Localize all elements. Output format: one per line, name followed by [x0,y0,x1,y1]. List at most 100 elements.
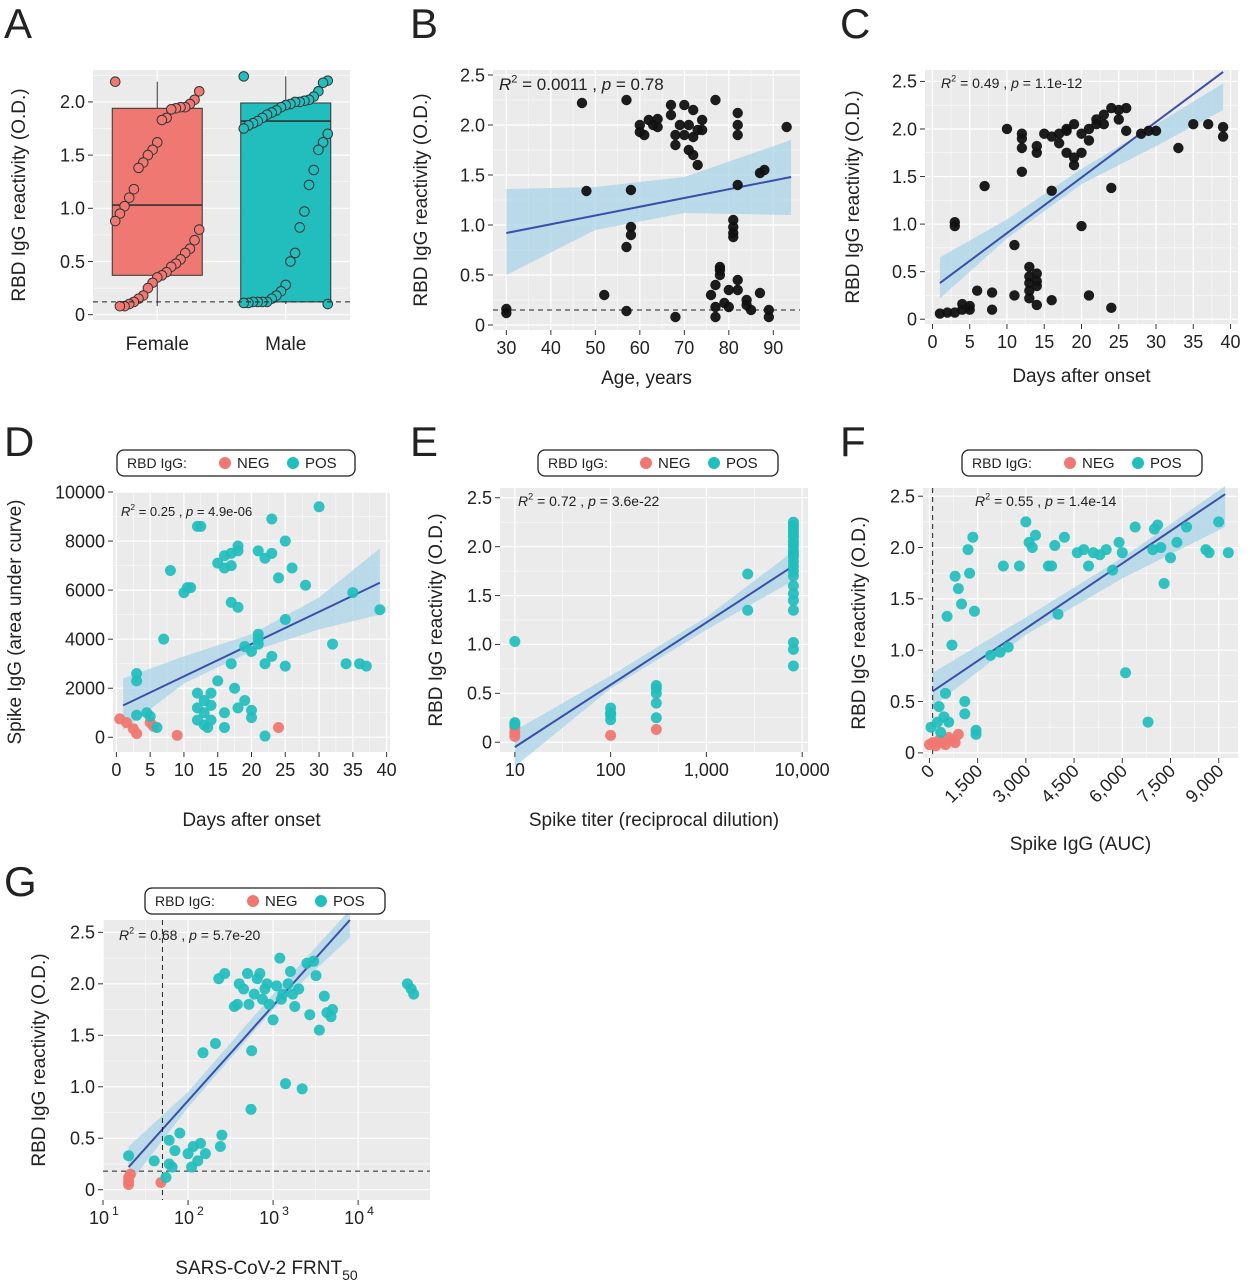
x-tick-label: 20 [1071,332,1091,352]
legend-title: RBD IgG: [548,455,608,471]
data-point-neg [509,730,521,742]
r2-superscript: 2 [130,502,135,512]
data-point [971,285,983,296]
data-point-pos [267,1014,279,1026]
data-point [949,217,961,228]
data-point-pos [246,712,257,724]
r2-symbol: R [121,504,130,519]
data-point-pos [277,988,289,1000]
data-point-pos [318,990,330,1002]
y-tick-label: 2.0 [60,92,85,112]
x-tick-label: 15 [208,760,228,780]
legend: RBD IgG: NEG POS [116,449,356,477]
data-point [1061,125,1072,137]
panel-G: GR2 = 0.68 , p = 5.7e-2000.51.01.52.02.5… [4,858,430,1280]
data-point-pos [970,724,982,736]
p-value: = 5.7e-20 [197,927,261,943]
data-point-pos [327,638,339,650]
data-point-pos [742,604,754,616]
confidence-band [506,140,792,275]
data-point-pos [313,501,325,513]
data-point [942,307,953,318]
y-axis-label: RBD IgG reactivity (O.D.) [849,516,870,729]
box-point [109,76,121,88]
box-point [123,192,135,203]
p-symbol: p [601,75,611,94]
y-tick-label: 0 [905,743,915,763]
x-tick-label: 10 [89,1208,109,1228]
x-tick-label: 10 [259,1208,279,1228]
data-point [1098,109,1110,120]
box-point [322,128,334,140]
data-point-pos [313,1024,325,1036]
y-tick-label: 1.5 [60,145,85,165]
legend-pos-swatch [287,457,299,469]
data-point-pos [1113,536,1125,548]
data-point-pos [166,1161,178,1173]
confidence-band [123,548,380,730]
legend-title: RBD IgG: [972,455,1032,471]
data-point [1083,135,1095,146]
p-symbol: p [188,927,197,943]
y-tick-label: 1.0 [60,199,85,219]
data-point [781,121,792,133]
data-point [710,279,721,291]
legend-neg-swatch [247,895,259,907]
data-point-pos [252,638,264,650]
data-point [754,287,766,299]
x-tick-label: 9,000 [1182,761,1228,807]
data-point [670,139,681,151]
data-point [665,99,677,111]
x-tick-label: 100 [596,760,626,780]
x-tick-label: 10 [174,760,194,780]
data-point-pos [144,710,156,722]
data-point-pos [1213,516,1225,528]
data-point-pos [650,712,662,724]
panel-label: C [840,0,870,47]
data-point-pos [280,1078,292,1090]
data-point-pos [266,650,278,662]
data-point [665,109,677,121]
data-point-pos [296,1083,308,1095]
data-point-pos [1083,560,1095,572]
x-tick-label: 10,000 [775,760,830,780]
data-point [1024,293,1035,304]
y-tick-label: 0 [475,315,485,335]
data-point-pos [1116,547,1128,559]
x-tick-label: 40 [541,338,561,358]
y-tick-label: 2.0 [467,537,492,557]
confidence-band [128,909,350,1185]
r2-value: = 0.72 , [533,493,588,509]
data-point-pos [1052,608,1064,620]
data-point-pos [238,983,250,995]
y-tick-label: 2000 [65,679,105,699]
box-point [317,77,329,89]
legend-title: RBD IgG: [155,893,215,909]
data-point-pos [248,988,260,1000]
data-point [732,119,743,131]
data-point-pos [340,658,352,670]
data-point-pos [246,645,257,657]
box-point [193,224,205,235]
box-point [133,162,144,174]
data-point-pos [1046,560,1058,572]
legend-neg-swatch [219,457,231,469]
panel-label: A [4,0,32,47]
x-axis-label: Age, years [601,368,692,389]
stat-annotation: R2 = 0.55 , p = 1.4e-14 [975,492,1117,509]
y-tick-label: 2.5 [460,65,485,85]
data-point-pos [197,1047,209,1059]
p-value: = 0.78 [611,75,663,94]
box-point [285,256,296,267]
panel-background [103,920,430,1200]
data-point [728,231,739,243]
data-point-pos [787,516,799,528]
y-tick-label: 1.5 [70,1026,95,1046]
x-tick-label: 0 [111,760,121,780]
data-point-pos [266,513,278,525]
panel-label: B [410,0,438,47]
r2-value: = 0.49 , [956,75,1011,91]
data-point-pos [310,970,322,982]
data-point-pos [271,980,283,992]
data-point [576,97,588,109]
